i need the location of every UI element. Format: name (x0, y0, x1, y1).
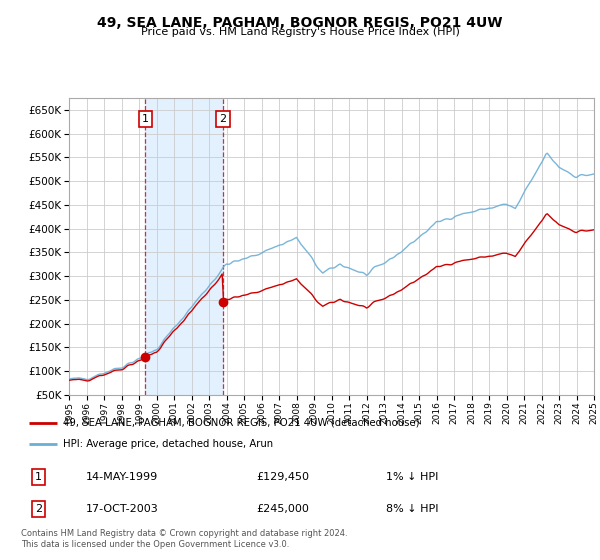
Text: 2: 2 (219, 114, 226, 124)
Text: HPI: Average price, detached house, Arun: HPI: Average price, detached house, Arun (63, 439, 273, 449)
Text: 1: 1 (35, 472, 42, 482)
Text: 14-MAY-1999: 14-MAY-1999 (86, 472, 158, 482)
Text: Contains HM Land Registry data © Crown copyright and database right 2024.
This d: Contains HM Land Registry data © Crown c… (21, 529, 347, 549)
Text: £129,450: £129,450 (257, 472, 310, 482)
Text: 17-OCT-2003: 17-OCT-2003 (86, 504, 158, 514)
Text: Price paid vs. HM Land Registry's House Price Index (HPI): Price paid vs. HM Land Registry's House … (140, 27, 460, 38)
Text: 1% ↓ HPI: 1% ↓ HPI (386, 472, 438, 482)
Text: 8% ↓ HPI: 8% ↓ HPI (386, 504, 438, 514)
Text: 49, SEA LANE, PAGHAM, BOGNOR REGIS, PO21 4UW (detached house): 49, SEA LANE, PAGHAM, BOGNOR REGIS, PO21… (63, 418, 420, 428)
Text: 49, SEA LANE, PAGHAM, BOGNOR REGIS, PO21 4UW: 49, SEA LANE, PAGHAM, BOGNOR REGIS, PO21… (97, 16, 503, 30)
Bar (145, 98, 223, 395)
Text: £245,000: £245,000 (257, 504, 310, 514)
Text: 2: 2 (35, 504, 42, 514)
Text: 1: 1 (142, 114, 149, 124)
